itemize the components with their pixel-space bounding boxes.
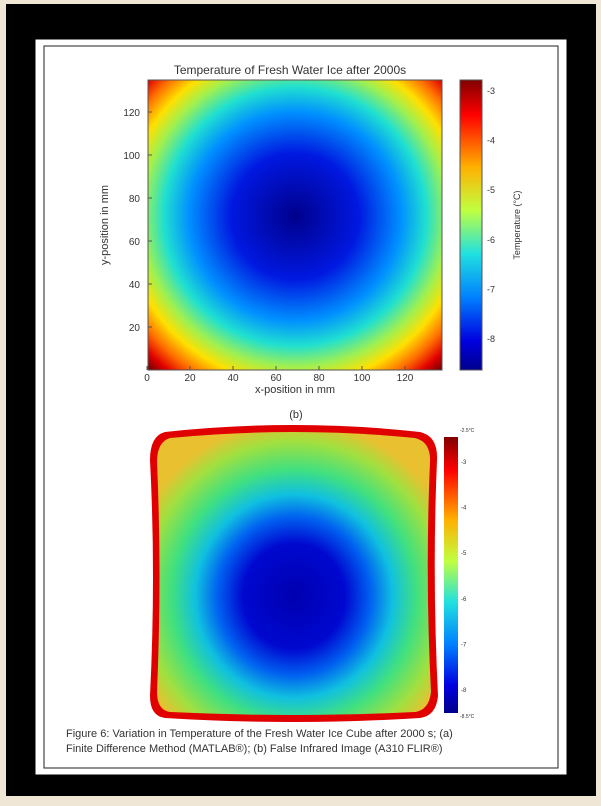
panel-label: (b) [289, 409, 302, 421]
heatmap [148, 80, 442, 370]
colorbar [460, 80, 482, 370]
x-axis-label: x-position in mm [255, 384, 335, 396]
x-tick-label: 80 [313, 373, 325, 384]
colorbar-tick-label: -7 [461, 642, 467, 648]
colorbar-tick-label: -4 [487, 136, 495, 146]
colorbar-tick-label: -6 [487, 235, 495, 245]
page: Temperature of Fresh Water Ice after 200… [0, 0, 601, 801]
colorbar-tick-label: -3 [487, 86, 495, 96]
x-tick-label: 40 [227, 373, 239, 384]
x-tick-label: 60 [270, 373, 282, 384]
caption-line: Figure 6: Variation in Temperature of th… [66, 728, 453, 740]
y-tick-label: 100 [123, 151, 140, 162]
y-tick-label: 20 [129, 323, 141, 334]
y-tick-label: 40 [129, 280, 141, 291]
colorbar-tick-label: -6 [461, 597, 467, 603]
x-tick-label: 120 [397, 373, 414, 384]
colorbar-tick-label: -4 [461, 506, 467, 512]
colorbar-tick-label: -7 [487, 284, 495, 294]
colorbar-bottom: -8.5°C [460, 714, 475, 720]
colorbar-label: Temperature (°C) [512, 190, 522, 259]
x-tick-label: 100 [354, 373, 371, 384]
colorbar-tick-label: -5 [461, 551, 467, 557]
y-tick-label: 120 [123, 108, 140, 119]
colorbar-top: -2.5°C [460, 428, 475, 434]
colorbar [444, 437, 458, 713]
plot-title: Temperature of Fresh Water Ice after 200… [174, 63, 406, 77]
x-tick-label: 20 [184, 373, 196, 384]
caption-line: Finite Difference Method (MATLAB®); (b) … [66, 743, 443, 755]
colorbar-tick-label: -8 [487, 334, 495, 344]
x-tick-label: 0 [144, 373, 150, 384]
y-tick-label: 80 [129, 194, 141, 205]
colorbar-tick-label: -8 [461, 688, 467, 694]
colorbar-tick-label: -5 [487, 185, 495, 195]
colorbar-tick-label: -3 [461, 460, 467, 466]
y-tick-label: 60 [129, 237, 141, 248]
y-axis-label: y-position in mm [99, 185, 111, 265]
infrared-image [157, 432, 431, 715]
figure: Temperature of Fresh Water Ice after 200… [0, 0, 601, 801]
